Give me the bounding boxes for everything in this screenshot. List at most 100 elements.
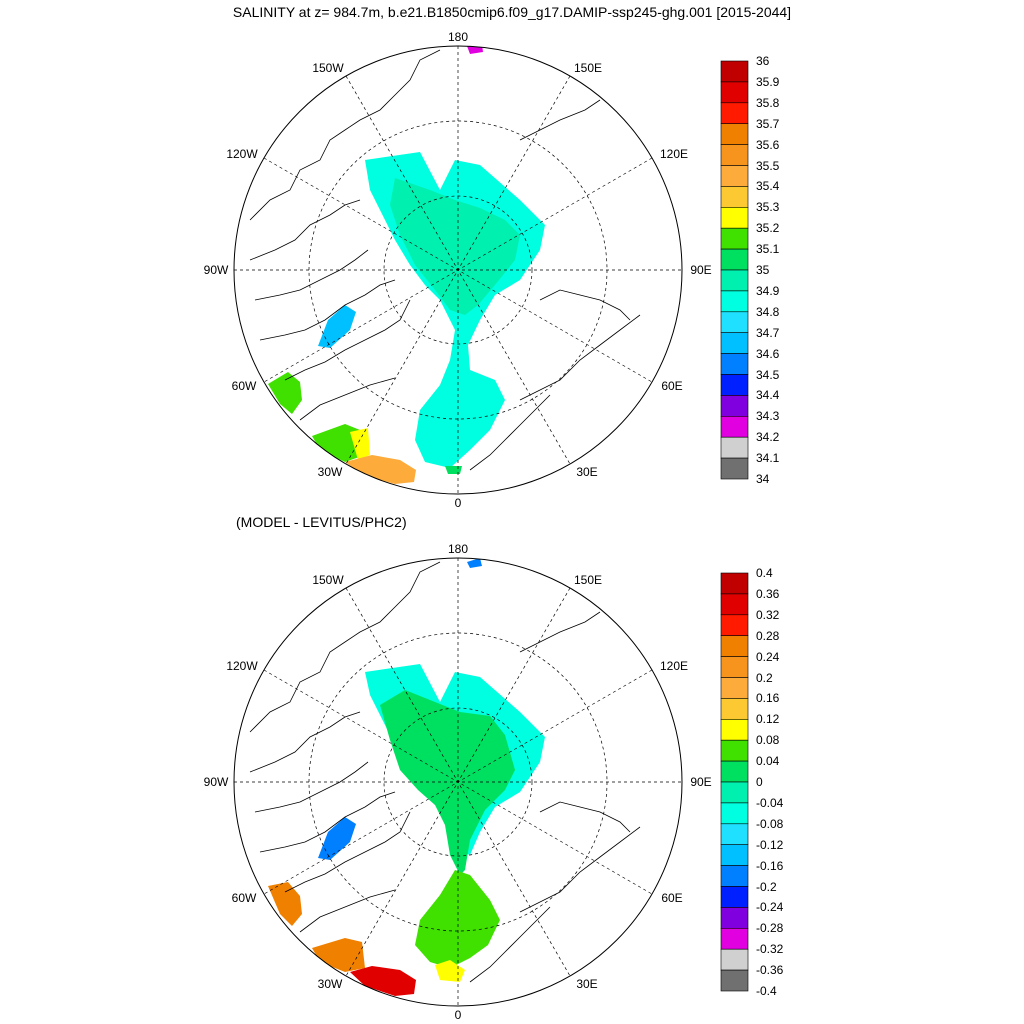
top-lon-label-150w: 150W bbox=[312, 61, 344, 75]
colorbar-tick-label: 35.4 bbox=[756, 179, 780, 194]
colorbar-tick-label: 34 bbox=[756, 472, 770, 486]
colorbar-swatch bbox=[720, 60, 749, 83]
bottom-lon-label-120e: 120E bbox=[659, 659, 689, 673]
bottom-lon-label-150w: 150W bbox=[312, 573, 344, 587]
bottom-colorbar bbox=[720, 572, 749, 992]
colorbar-swatch bbox=[720, 948, 749, 971]
colorbar-tick-label: 35.2 bbox=[756, 221, 780, 236]
bottom-lon-label-60w: 60W bbox=[231, 891, 257, 905]
top-lon-label-120w: 120W bbox=[226, 147, 258, 161]
colorbar-swatch bbox=[720, 698, 749, 720]
colorbar-tick-label: 34.7 bbox=[756, 325, 780, 340]
bottom-labrador-fill bbox=[318, 817, 356, 860]
colorbar-swatch bbox=[720, 823, 749, 845]
colorbar-swatch bbox=[720, 781, 749, 804]
colorbar-swatch bbox=[720, 802, 749, 825]
colorbar-tick-label: -0.16 bbox=[756, 858, 784, 873]
bottom-coastlines bbox=[249, 561, 641, 983]
colorbar-tick-label: 0.4 bbox=[756, 566, 773, 580]
colorbar-swatch bbox=[720, 395, 749, 417]
colorbar-swatch bbox=[720, 102, 749, 125]
top-lon-label-60e: 60E bbox=[661, 379, 683, 393]
colorbar-swatch bbox=[720, 739, 749, 762]
colorbar-tick-label: 36 bbox=[756, 54, 770, 68]
colorbar-swatch bbox=[720, 760, 749, 783]
colorbar-swatch bbox=[720, 207, 749, 229]
colorbar-swatch bbox=[720, 81, 749, 104]
bottom-60w-fill bbox=[268, 882, 302, 926]
bottom-map-border bbox=[233, 557, 683, 1007]
colorbar-tick-label: 0.28 bbox=[756, 628, 780, 643]
colorbar-tick-label: 0.16 bbox=[756, 691, 780, 706]
colorbar-swatch bbox=[720, 572, 749, 595]
top-colorbar bbox=[720, 60, 749, 480]
colorbar-swatch bbox=[720, 332, 749, 354]
bottom-lon-label-120w: 120W bbox=[226, 659, 258, 673]
colorbar-tick-label: -0.32 bbox=[756, 942, 784, 957]
colorbar-swatch bbox=[720, 290, 749, 313]
colorbar-tick-label: -0.08 bbox=[756, 816, 784, 831]
top-30w-yellow-fill bbox=[350, 428, 370, 460]
colorbar-swatch bbox=[720, 886, 749, 908]
colorbar-tick-label: 34.5 bbox=[756, 367, 780, 382]
colorbar-tick-label: -0.04 bbox=[756, 795, 784, 810]
colorbar-swatch bbox=[720, 227, 749, 250]
top-graticule bbox=[234, 46, 682, 494]
top-lon-label-30e: 30E bbox=[576, 465, 598, 479]
colorbar-tick-label: 35.3 bbox=[756, 200, 780, 215]
top-map bbox=[233, 45, 683, 495]
colorbar-swatch bbox=[720, 123, 749, 145]
top-lon-label-120e: 120E bbox=[659, 147, 689, 161]
colorbar-tick-label: 35.7 bbox=[756, 116, 780, 131]
colorbar-tick-label: -0.4 bbox=[756, 984, 777, 998]
colorbar-swatch bbox=[720, 718, 749, 741]
colorbar-swatch bbox=[720, 635, 749, 657]
top-30w-green-fill bbox=[312, 424, 362, 462]
colorbar-swatch bbox=[720, 927, 749, 950]
colorbar-tick-label: -0.2 bbox=[756, 879, 777, 894]
colorbar-tick-label: 0.32 bbox=[756, 607, 780, 622]
colorbar-tick-label: 0.08 bbox=[756, 733, 780, 748]
colorbar-swatch bbox=[720, 593, 749, 616]
colorbar-tick-label: -0.12 bbox=[756, 837, 784, 852]
top-60w-fill bbox=[268, 372, 302, 414]
top-lon-label-0: 0 bbox=[454, 496, 462, 510]
colorbar-tick-label: 0.24 bbox=[756, 649, 780, 664]
colorbar-swatch bbox=[720, 353, 749, 375]
colorbar-tick-label: 34.6 bbox=[756, 346, 780, 361]
bottom-panel-subtitle: (MODEL - LEVITUS/PHC2) bbox=[236, 514, 407, 530]
colorbar-swatch bbox=[720, 656, 749, 678]
colorbar-tick-label: -0.28 bbox=[756, 921, 784, 936]
bottom-map bbox=[233, 557, 683, 1007]
top-lon-label-180: 180 bbox=[447, 30, 469, 44]
colorbar-tick-label: 34.1 bbox=[756, 451, 780, 466]
top-map-border bbox=[233, 45, 683, 495]
bottom-lon-label-60e: 60E bbox=[661, 891, 683, 905]
colorbar-swatch bbox=[720, 614, 749, 636]
colorbar-swatch bbox=[720, 907, 749, 929]
colorbar-swatch bbox=[720, 269, 749, 292]
colorbar-tick-label: 34.9 bbox=[756, 283, 780, 298]
top-map-fills bbox=[249, 46, 641, 484]
colorbar-tick-label: 0.36 bbox=[756, 586, 780, 601]
colorbar-tick-label: 35.1 bbox=[756, 242, 780, 257]
bottom-arctic-green-fill bbox=[380, 690, 515, 875]
bottom-nordic-green-fill bbox=[415, 870, 500, 968]
top-pacific-patch-fill bbox=[467, 46, 483, 54]
colorbar-tick-label: 35.9 bbox=[756, 74, 780, 89]
colorbar-swatch bbox=[720, 969, 749, 992]
colorbar-tick-label: 0 bbox=[756, 775, 763, 789]
colorbar-tick-label: 35 bbox=[756, 263, 770, 277]
bottom-pacific-patch-fill bbox=[467, 558, 482, 568]
top-lon-label-90w: 90W bbox=[203, 263, 229, 277]
colorbar-swatch bbox=[720, 144, 749, 166]
colorbar-tick-label: 34.2 bbox=[756, 430, 780, 445]
top-30w-orange-fill bbox=[345, 455, 416, 484]
bottom-nordic-yellow-fill bbox=[435, 960, 465, 982]
bottom-30w-red-fill bbox=[350, 966, 416, 996]
top-arctic-inner-fill bbox=[390, 178, 520, 315]
colorbar-tick-label: 0.12 bbox=[756, 712, 780, 727]
bottom-lon-label-150e: 150E bbox=[573, 573, 603, 587]
colorbar-swatch bbox=[720, 374, 749, 396]
